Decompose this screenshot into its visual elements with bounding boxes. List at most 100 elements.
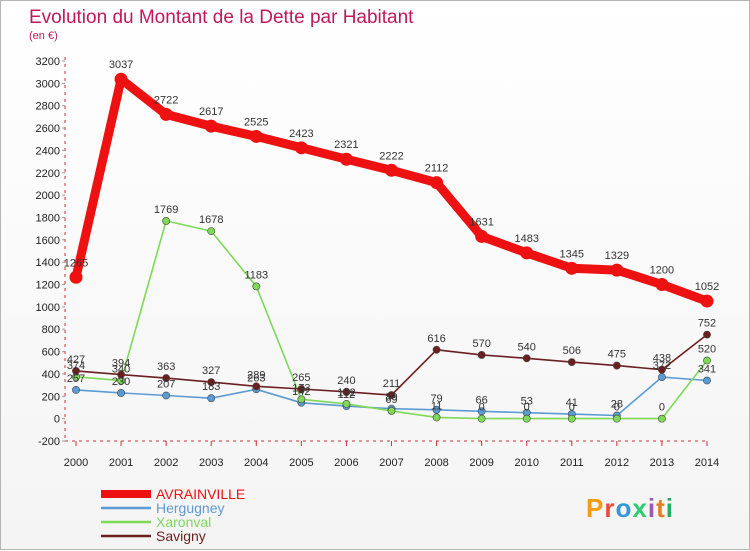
data-point-hergugney [162,391,171,400]
data-label-hergugney: 372 [653,360,671,372]
data-label-savigny: 752 [698,318,716,330]
logo-letter: i [666,493,674,523]
data-label-hergugney: 183 [202,381,220,393]
data-label-xaronval: 374 [67,360,85,372]
data-label-avrainville: 2112 [425,163,449,175]
x-tick-label: 2002 [154,457,178,469]
data-label-savigny: 506 [563,345,581,357]
data-point-hergugney [658,373,666,381]
data-label-xaronval: 11 [431,400,442,412]
data-label-savigny: 363 [157,361,175,373]
data-point-xaronval [612,414,621,423]
data-point-avrainville [249,129,263,143]
legend-label-savigny: Savigny [156,528,206,544]
data-point-avrainville [339,152,353,166]
data-label-xaronval: 1678 [199,214,223,226]
x-tick-label: 2009 [469,457,493,469]
data-point-xaronval [342,399,351,408]
data-label-avrainville: 1631 [469,216,493,228]
x-tick-label: 2014 [695,457,719,469]
data-label-xaronval: 173 [292,382,310,394]
data-label-avrainville: 2423 [289,128,313,140]
x-tick-label: 2000 [64,457,88,469]
data-label-xaronval: 0 [479,402,485,414]
data-label-avrainville: 2722 [154,94,178,106]
data-point-avrainville [655,278,669,292]
logo-letter: P [586,493,604,523]
y-tick-label: 1000 [36,302,60,314]
data-label-avrainville: 1200 [650,265,674,277]
x-tick-label: 2007 [379,457,403,469]
data-point-savigny [477,351,486,359]
data-point-avrainville [159,107,173,121]
data-label-savigny: 211 [383,378,401,390]
data-label-avrainville: 1483 [514,233,538,245]
data-point-avrainville [385,163,398,177]
x-tick-label: 2012 [605,457,629,469]
y-tick-label: 2400 [36,145,60,157]
x-tick-label: 2003 [199,457,223,469]
data-point-savigny [117,370,125,379]
data-point-savigny [342,387,351,396]
x-tick-label: 2006 [334,457,358,469]
data-label-hergugney: 53 [521,396,533,408]
data-point-avrainville [520,246,534,260]
legend-label-xaronval: Xaronval [156,514,211,530]
data-point-avrainville [475,229,489,243]
x-tick-label: 2010 [514,457,538,469]
data-label-hergugney: 341 [698,364,716,376]
data-point-savigny [207,378,216,386]
data-point-savigny [297,385,306,393]
data-point-xaronval [477,414,486,423]
y-tick-label: 200 [42,391,60,403]
data-label-avrainville: 3037 [109,59,133,71]
data-label-savigny: 394 [112,358,130,370]
data-label-hergugney: 28 [611,399,623,411]
data-label-xaronval: 1183 [244,269,268,281]
y-tick-label: 3000 [36,78,60,90]
data-label-avrainville: 1265 [64,257,88,269]
data-point-hergugney [207,394,216,403]
data-label-xaronval: 520 [698,344,716,356]
logo-letter: t [656,493,666,523]
data-point-avrainville [69,270,83,284]
data-point-savigny [252,382,261,391]
data-label-hergugney: 230 [112,376,130,388]
data-label-savigny: 438 [653,353,671,365]
data-label-avrainville: 2525 [244,116,268,128]
data-label-hergugney: 263 [247,372,265,384]
data-label-xaronval: 132 [337,387,355,399]
legend-label-avrainville: AVRAINVILLE [156,486,245,502]
y-tick-label: 2600 [36,123,60,135]
data-label-xaronval: 340 [112,364,130,376]
data-point-xaronval [297,395,306,404]
data-point-xaronval [432,413,441,422]
data-point-avrainville [294,141,308,155]
y-tick-label: 2000 [36,190,60,202]
data-point-savigny [162,374,171,382]
chart-subtitle: (en €) [29,30,58,42]
y-tick-label: 1400 [36,257,60,269]
data-label-avrainville: 2617 [199,106,223,118]
data-label-savigny: 265 [292,372,310,384]
data-point-xaronval [567,414,576,423]
y-tick-label: -200 [38,436,60,448]
data-label-hergugney: 66 [476,394,488,406]
x-tick-label: 2013 [650,457,674,469]
data-point-xaronval [522,414,531,423]
data-point-savigny [387,391,396,399]
data-label-avrainville: 1329 [605,250,629,262]
data-label-savigny: 570 [472,338,490,350]
y-tick-label: 1200 [36,280,60,292]
data-point-savigny [72,367,80,375]
data-label-hergugney: 257 [67,373,85,385]
data-label-savigny: 427 [67,354,85,366]
data-label-savigny: 540 [518,341,536,353]
data-label-savigny: 616 [427,333,445,345]
data-point-avrainville [430,176,444,190]
data-point-hergugney [432,405,441,414]
y-tick-label: 2200 [36,168,60,180]
